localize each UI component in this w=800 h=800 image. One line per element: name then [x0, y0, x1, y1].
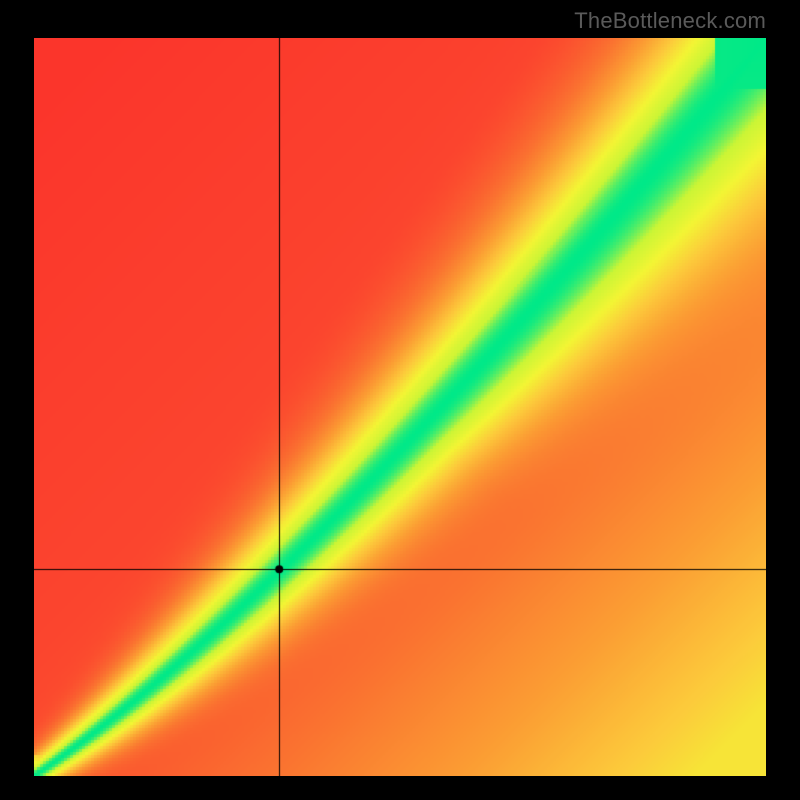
- plot-area: [34, 38, 766, 776]
- watermark-text: TheBottleneck.com: [574, 8, 766, 34]
- heatmap-canvas: [34, 38, 766, 776]
